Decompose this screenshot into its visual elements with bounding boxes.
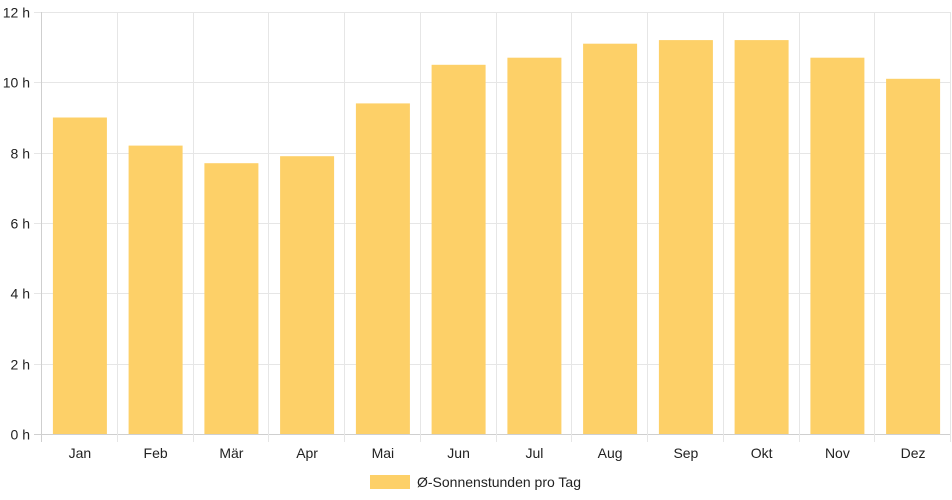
bar-feb[interactable] [128,145,183,434]
bar-sep[interactable] [658,40,713,434]
y-tick-label: 6 h [11,216,30,232]
bar-jan[interactable] [52,117,107,435]
x-tick-label: Apr [296,445,318,461]
legend-label[interactable]: Ø-Sonnenstunden pro Tag [417,474,581,490]
bar-jun[interactable] [431,64,486,435]
x-tick-label: Sep [673,445,698,461]
x-tick-label: Mai [372,445,395,461]
x-tick-label: Jul [525,445,543,461]
bar-okt[interactable] [734,40,789,434]
chart-legend[interactable]: Ø-Sonnenstunden pro Tag [370,474,581,490]
legend-swatch[interactable] [370,475,410,489]
y-tick-label: 10 h [3,75,30,91]
bar-mai[interactable] [355,103,410,435]
x-tick-label: Mär [219,445,243,461]
y-axis-ticks: 0 h 2 h 4 h 6 h 8 h 10 h 12 h [3,5,30,443]
chart-grid [34,12,951,442]
bar-mär[interactable] [204,163,259,434]
bar-apr[interactable] [280,156,335,434]
x-tick-label: Aug [598,445,623,461]
x-tick-label: Nov [825,445,850,461]
y-tick-label: 4 h [11,286,30,302]
y-tick-label: 8 h [11,146,30,162]
x-axis-ticks: Jan Feb Mär Apr Mai Jun Jul Aug Sep Okt Nov Dez [69,445,926,461]
bar-nov[interactable] [810,57,865,434]
bar-jul[interactable] [507,57,562,434]
bar-dez[interactable] [886,78,941,435]
x-tick-label: Jan [69,445,92,461]
y-tick-label: 2 h [11,357,30,373]
x-tick-label: Jun [447,445,470,461]
y-tick-label: 0 h [11,427,30,443]
x-tick-label: Okt [751,445,773,461]
x-tick-label: Dez [901,445,926,461]
x-tick-label: Feb [144,445,168,461]
bar-aug[interactable] [583,43,638,434]
y-tick-label: 12 h [3,5,30,21]
chart-bars [52,40,941,435]
